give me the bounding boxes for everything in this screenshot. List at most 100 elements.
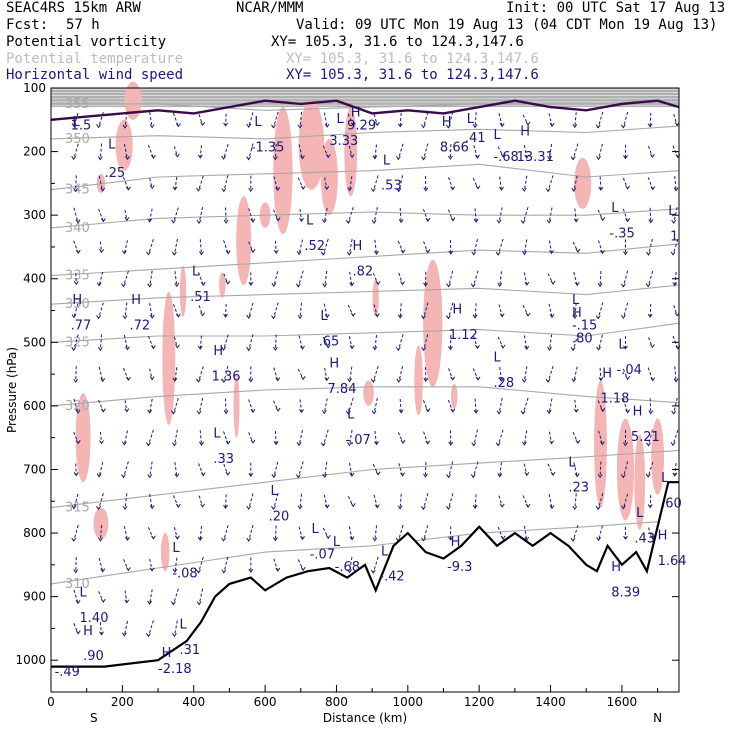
extremum-label: 1.18 (601, 392, 630, 407)
wind-arrowhead (71, 123, 77, 128)
wind-arrow (647, 527, 653, 539)
wind-arrow (647, 429, 653, 446)
wind-arrow (548, 494, 553, 509)
wind-arrow (423, 431, 429, 444)
wind-arrow (348, 239, 353, 255)
wind-arrow (397, 334, 404, 351)
wind-arrow (122, 270, 129, 287)
extremum-label: .72 (130, 319, 151, 334)
wind-arrow (373, 304, 378, 317)
wind-arrowhead (175, 503, 181, 509)
wind-arrowhead (145, 442, 151, 447)
isentrope-line (50, 243, 680, 277)
wind-arrowhead (121, 632, 127, 637)
wind-arrow (349, 462, 353, 477)
wind-arrow (172, 397, 179, 414)
wind-arrowhead (73, 569, 79, 574)
wind-arrowhead (273, 537, 278, 542)
wind-arrowhead (350, 312, 356, 317)
wind-arrowhead (625, 375, 631, 381)
extremum-label: L (467, 112, 475, 127)
wind-arrow (199, 430, 203, 446)
wind-arrow (173, 527, 178, 539)
wind-arrowhead (371, 410, 377, 415)
fcst-value: 57 h (66, 17, 100, 33)
wind-arrowhead (246, 537, 252, 542)
wind-arrowhead (346, 251, 352, 256)
wind-arrowhead (623, 155, 628, 160)
wind-arrow (75, 175, 77, 192)
wind-arrowhead (499, 503, 505, 508)
wind-arrow (147, 239, 154, 255)
wind-arrowhead (100, 568, 106, 573)
wind-arrowhead (150, 345, 156, 350)
isentrope-label: 320 (65, 399, 90, 414)
wind-arrow (472, 177, 479, 189)
wind-arrowhead (250, 439, 256, 444)
wind-arrow (149, 494, 153, 509)
wind-arrowhead (349, 472, 355, 477)
plot-frame (50, 87, 680, 693)
wind-arrow (523, 175, 528, 192)
wind-arrow (399, 398, 402, 413)
extremum-label: -1.35 (251, 141, 285, 156)
wind-arrow (272, 111, 279, 128)
wind-arrow (372, 175, 379, 192)
wind-arrow (649, 303, 652, 318)
extremum-label: L (192, 265, 200, 280)
wind-arrow (274, 525, 277, 541)
wind-arrowhead (71, 156, 77, 161)
extremum-label: .28 (493, 376, 514, 391)
north-label: N (653, 711, 662, 725)
wind-arrowhead (349, 153, 355, 159)
wind-arrow (98, 366, 104, 382)
wind-arrow (99, 143, 103, 160)
wind-arrow (348, 145, 353, 158)
isentrope-line (50, 284, 680, 305)
wind-arrowhead (396, 378, 402, 383)
wind-arrowhead (450, 186, 456, 191)
wind-arrow (122, 461, 129, 478)
wind-arrow (172, 588, 179, 605)
wind-arrow (73, 207, 79, 223)
extremum-label: H (572, 306, 582, 321)
wind-arrow (198, 114, 204, 126)
wind-arrowhead (170, 219, 176, 224)
extremum-label: .90 (83, 649, 104, 664)
wind-arrow (398, 463, 404, 476)
wind-arrowhead (499, 186, 504, 191)
wind-arrow (73, 113, 79, 127)
wind-arrow (374, 525, 378, 541)
wind-arrowhead (650, 186, 656, 191)
wind-arrow (599, 176, 602, 191)
extremum-label: H (442, 115, 452, 130)
wind-arrow (597, 111, 604, 128)
wind-arrow (274, 143, 277, 160)
wind-arrow (572, 431, 579, 444)
wind-arrowhead (600, 250, 605, 255)
wind-arrowhead (648, 219, 654, 224)
wind-arrowhead (171, 442, 177, 447)
wind-arrow (572, 524, 579, 542)
wind-arrowhead (122, 315, 128, 320)
wind-arrowhead (423, 377, 429, 383)
pv-patch (162, 291, 176, 425)
extremum-label: L (636, 506, 644, 521)
wind-arrow (322, 527, 329, 539)
extremum-label: L (254, 115, 262, 130)
wind-arrowhead (620, 124, 626, 129)
wind-arrowhead (200, 312, 206, 317)
pv-patch (93, 507, 109, 540)
wind-arrowhead (124, 408, 130, 413)
wind-arrowhead (197, 345, 203, 350)
wind-arrow (73, 398, 79, 414)
y-tick-label: 400 (23, 272, 46, 286)
extremum-label: 9.29 (347, 118, 376, 133)
wind-arrow (223, 556, 229, 573)
isentrope-line (50, 125, 680, 140)
wind-arrow (422, 493, 429, 510)
wind-arrowhead (549, 440, 555, 445)
y-tick-label: 900 (23, 590, 46, 604)
wind-arrow (75, 273, 77, 285)
wind-arrowhead (174, 535, 180, 540)
